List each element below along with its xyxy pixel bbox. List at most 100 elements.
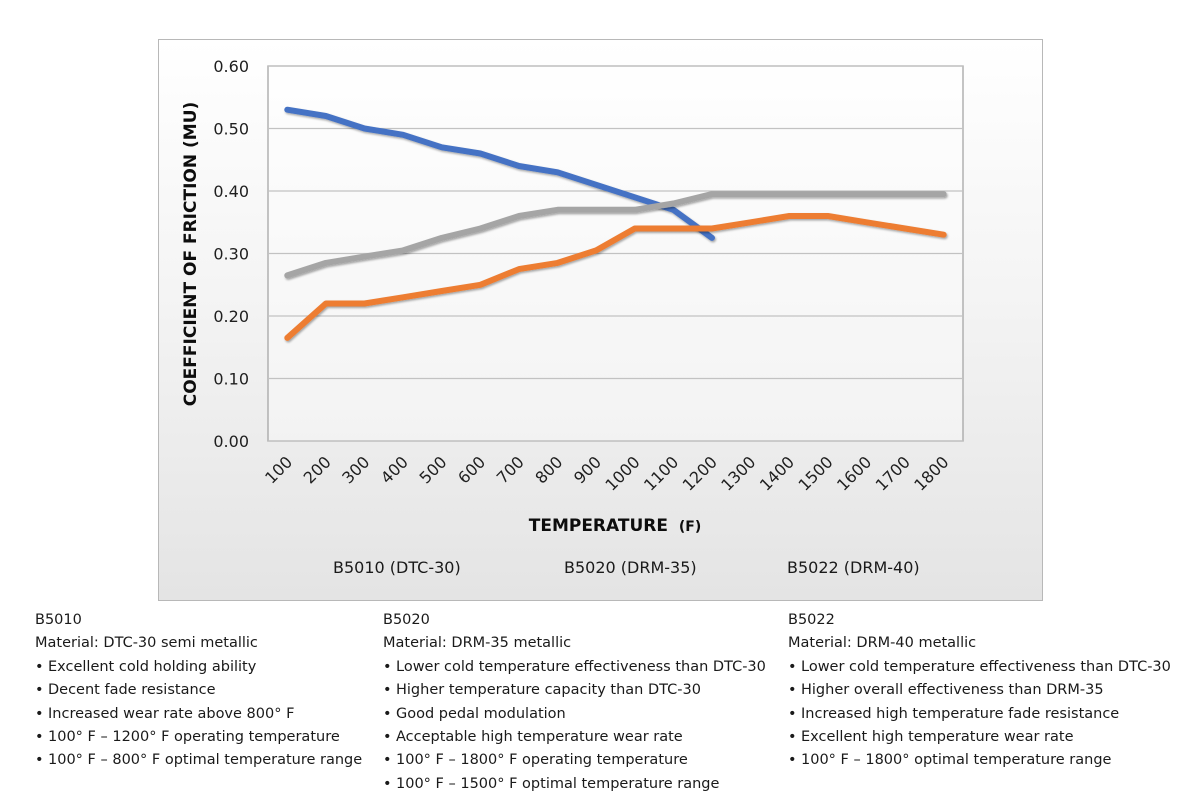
bullet-item: • 100° F – 800° F optimal temperature ran… (35, 749, 362, 772)
bullet-item: • Excellent cold holding ability (35, 656, 362, 679)
bullet-item: • 100° F – 1200° F operating temperature (35, 726, 362, 749)
bullet-item: • Acceptable high temperature wear rate (383, 726, 766, 749)
bullet-item: • Excellent high temperature wear rate (788, 726, 1171, 749)
series-line-b5020 (284, 213, 947, 341)
x-tick-label: 400 (377, 452, 412, 487)
bullet-glyph: • (788, 682, 797, 699)
bullet-glyph: • (383, 775, 392, 792)
legend-item: B5010 (DTC-30) (278, 558, 461, 577)
legend-item: B5020 (DRM-35) (509, 558, 697, 577)
x-tick-label: 1500 (794, 452, 836, 494)
y-tick-label: 0.10 (213, 370, 249, 389)
bullet-glyph: • (383, 729, 392, 746)
x-tick-label: 1100 (640, 452, 682, 494)
notes-code: B5022 (788, 612, 835, 628)
x-tick-label: 1300 (717, 452, 759, 494)
bullet-text: Excellent high temperature wear rate (801, 729, 1074, 746)
bullet-glyph: • (788, 729, 797, 746)
bullet-text: 100° F – 1800° F operating temperature (396, 752, 688, 769)
bullet-text: Decent fade resistance (48, 682, 216, 699)
y-tick-label: 0.40 (213, 182, 249, 201)
bullet-item: • Lower cold temperature effectiveness th… (788, 656, 1171, 679)
notes-material: Material: DRM-35 metallic (383, 635, 572, 652)
bullet-text: 100° F – 1500° F optimal temperature ran… (396, 775, 720, 792)
x-tick-label: 700 (493, 452, 528, 487)
bullet-text: Good pedal modulation (396, 705, 566, 722)
bullet-item: • Increased wear rate above 800° F (35, 703, 362, 726)
bullet-glyph: • (35, 752, 44, 769)
bullet-glyph: • (35, 682, 44, 699)
x-tick-label: 100 (261, 452, 296, 487)
bullet-glyph: • (383, 752, 392, 769)
notes-material: Material: DTC-30 semi metallic (35, 635, 258, 652)
x-tick-label: 1200 (679, 452, 721, 494)
y-tick-label: 0.30 (213, 245, 249, 264)
bullet-text: Excellent cold holding ability (48, 658, 257, 675)
x-tick-label: 900 (570, 452, 605, 487)
notes-material: Material: DRM-40 metallic (788, 635, 977, 652)
bullet-text: Higher temperature capacity than DTC-30 (396, 682, 701, 699)
notes-code: B5020 (383, 612, 430, 628)
bullet-item: • Increased high temperature fade resista… (788, 703, 1171, 726)
notes-code: B5010 (35, 612, 82, 628)
x-axis-title-unit: (F) (679, 519, 701, 535)
bullet-text: Acceptable high temperature wear rate (396, 729, 683, 746)
y-tick-label: 0.20 (213, 307, 249, 326)
bullet-item: • Higher overall effectiveness than DRM-3… (788, 679, 1171, 702)
y-axis-ticks: 0.00 0.10 0.20 0.30 0.40 0.50 0.60 (213, 57, 249, 451)
notes-b5022: B5022 Material: DRM-40 metallic • Lower c… (788, 609, 1171, 773)
y-tick-label: 0.00 (213, 432, 249, 451)
legend: B5010 (DTC-30) B5020 (DRM-35) B5022 (DRM-4… (278, 558, 920, 577)
x-axis-title-main: TEMPERATURE (529, 516, 668, 536)
legend-label: B5010 (DTC-30) (333, 558, 461, 577)
bullet-text: 100° F – 1800° optimal temperature range (801, 752, 1112, 769)
series-lines (284, 106, 947, 341)
bullet-glyph: • (788, 705, 797, 722)
series-line-b5022 (284, 191, 947, 279)
bullet-glyph: • (383, 682, 392, 699)
bullet-item: • 100° F – 1800° optimal temperature rang… (788, 749, 1171, 772)
notes-b5020: B5020 Material: DRM-35 metallic • Lower c… (383, 609, 766, 796)
bullet-glyph: • (383, 658, 392, 675)
bullet-item: • Lower cold temperature effectiveness th… (383, 656, 766, 679)
bullet-text: Lower cold temperature effectiveness tha… (396, 658, 766, 675)
bullet-item: • Good pedal modulation (383, 703, 766, 726)
bullet-item: • Decent fade resistance (35, 679, 362, 702)
x-tick-label: 800 (531, 452, 566, 487)
legend-item: B5022 (DRM-40) (732, 558, 920, 577)
bullet-glyph: • (788, 752, 797, 769)
y-axis-title: COEFFICIENT OF FRICTION (MU) (181, 102, 201, 407)
x-axis-title: TEMPERATURE (F) (529, 516, 702, 536)
x-tick-label: 200 (300, 452, 335, 487)
bullet-glyph: • (35, 729, 44, 746)
x-axis-ticks: 100 200 300 400 500 600 700 800 9001000110012001… (261, 452, 952, 494)
x-tick-label: 500 (416, 452, 451, 487)
bullet-text: Increased wear rate above 800° F (48, 705, 295, 722)
y-tick-label: 0.60 (213, 57, 249, 76)
bullet-glyph: • (35, 658, 44, 675)
x-tick-label: 300 (338, 452, 373, 487)
x-tick-label: 1700 (872, 452, 914, 494)
series-line-b5010 (284, 106, 715, 241)
bullet-text: 100° F – 1200° F operating temperature (48, 729, 340, 746)
y-tick-label: 0.50 (213, 120, 249, 139)
bullet-glyph: • (35, 705, 44, 722)
bullet-item: • 100° F – 1500° F optimal temperature ra… (383, 773, 766, 796)
x-tick-label: 600 (454, 452, 489, 487)
bullet-text: Higher overall effectiveness than DRM-35 (801, 682, 1104, 699)
notes-b5010: B5010 Material: DTC-30 semi metallic • Ex… (35, 609, 362, 773)
x-tick-label: 1600 (833, 452, 875, 494)
x-tick-label: 1800 (910, 452, 952, 494)
bullet-glyph: • (788, 658, 797, 675)
legend-label: B5022 (DRM-40) (787, 558, 920, 577)
bullet-item: • 100° F – 1800° F operating temperature (383, 749, 766, 772)
legend-label: B5020 (DRM-35) (564, 558, 697, 577)
bullet-text: 100° F – 800° F optimal temperature rang… (48, 752, 363, 769)
x-tick-label: 1400 (756, 452, 798, 494)
x-tick-label: 1000 (601, 452, 643, 494)
bullet-text: Increased high temperature fade resistan… (801, 705, 1120, 722)
bullet-text: Lower cold temperature effectiveness tha… (801, 658, 1171, 675)
bullet-item: • Higher temperature capacity than DTC-30 (383, 679, 766, 702)
bullet-glyph: • (383, 705, 392, 722)
